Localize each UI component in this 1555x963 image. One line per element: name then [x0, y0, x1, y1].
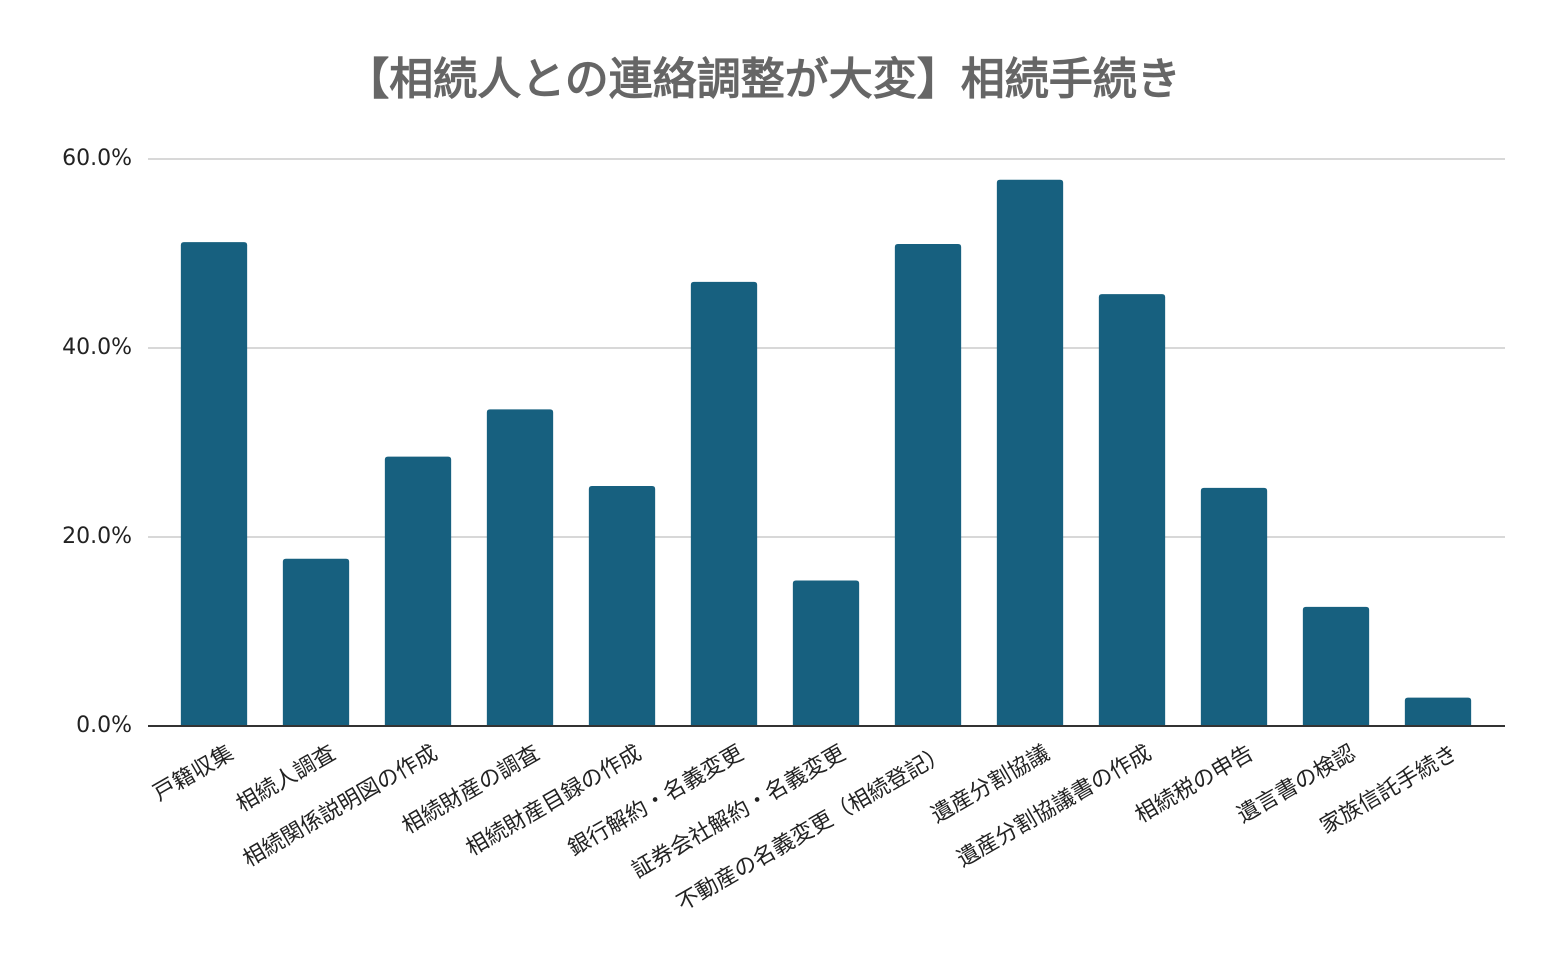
bar	[282, 558, 350, 726]
bar	[1404, 697, 1472, 726]
bar	[384, 456, 452, 726]
bar	[1098, 294, 1166, 726]
x-tick-label: 相続関係説明図の作成	[239, 741, 442, 873]
bar	[1200, 487, 1268, 726]
bar	[996, 179, 1064, 727]
y-tick-label: 60.0%	[62, 146, 132, 171]
bar	[690, 281, 758, 726]
y-tick-label: 20.0%	[62, 524, 132, 549]
x-tick-label: 相続財産目録の作成	[462, 741, 646, 862]
y-tick-label: 40.0%	[62, 335, 132, 360]
bar	[486, 409, 554, 726]
bar	[180, 242, 248, 726]
x-tick-label: 遺産分割協議書の作成	[953, 741, 1156, 873]
bar	[588, 485, 656, 726]
x-tick-label: 銀行解約・名義変更	[564, 741, 748, 862]
bar	[894, 244, 962, 727]
bar	[1302, 606, 1370, 726]
x-tick-label: 戸籍収集	[149, 741, 238, 807]
chart-title: 【相続人との連絡調整が大変】相続手続き	[345, 54, 1181, 105]
y-tick-label: 0.0%	[76, 713, 132, 738]
bar	[792, 580, 860, 726]
